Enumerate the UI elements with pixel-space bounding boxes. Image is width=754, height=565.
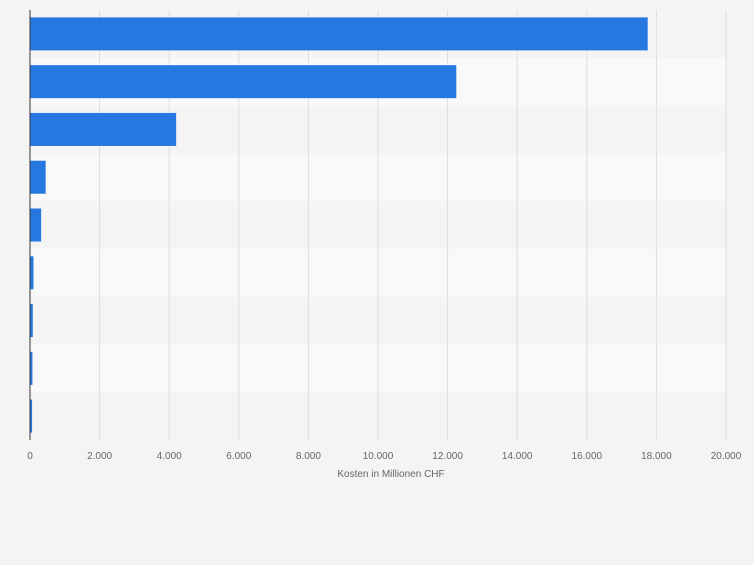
x-tick-labels: 0 2.000 4.000 6.000 8.000 10.000 12.000 14.000 1… xyxy=(27,451,742,462)
bar xyxy=(30,256,34,290)
bar xyxy=(30,160,46,194)
bar xyxy=(30,351,33,385)
bar xyxy=(30,65,457,99)
x-axis-label: Kosten in Millionen CHF xyxy=(337,469,444,480)
bar xyxy=(30,112,177,146)
x-tick-label: 14.000 xyxy=(502,451,533,462)
x-tick-label: 4.000 xyxy=(157,451,182,462)
bar xyxy=(30,208,42,242)
x-tick-label: 10.000 xyxy=(363,451,394,462)
bar xyxy=(30,17,648,51)
bars xyxy=(30,17,648,433)
x-tick-label: 18.000 xyxy=(641,451,672,462)
x-tick-label: 2.000 xyxy=(87,451,112,462)
x-tick-label: 12.000 xyxy=(432,451,463,462)
x-tick-label: 16.000 xyxy=(572,451,603,462)
x-tick-label: 8.000 xyxy=(296,451,321,462)
bar xyxy=(30,399,33,433)
x-tick-label: 6.000 xyxy=(226,451,251,462)
x-tick-label: 20.000 xyxy=(711,451,742,462)
x-tick-label: 0 xyxy=(27,451,33,462)
bar xyxy=(30,304,33,338)
